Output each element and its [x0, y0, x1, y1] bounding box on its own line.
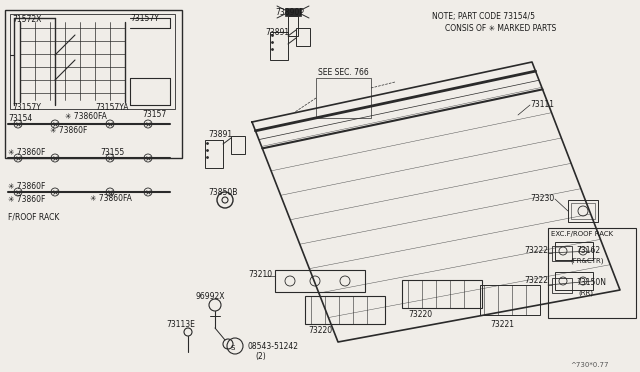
- Bar: [296, 28, 310, 46]
- Text: 73220: 73220: [308, 326, 332, 335]
- Bar: [555, 272, 593, 290]
- Text: 73230: 73230: [531, 194, 555, 203]
- Text: SEE SEC. 766: SEE SEC. 766: [318, 68, 369, 77]
- Bar: [275, 270, 365, 292]
- Bar: [480, 285, 540, 315]
- Bar: [316, 78, 371, 118]
- Text: 73890P: 73890P: [275, 8, 304, 17]
- Bar: [5, 10, 182, 158]
- Bar: [568, 200, 598, 222]
- Text: 73210: 73210: [248, 270, 272, 279]
- Text: 73150N: 73150N: [576, 278, 606, 287]
- Text: 73891: 73891: [265, 28, 289, 37]
- Text: 73222: 73222: [524, 276, 548, 285]
- Text: 73157Y: 73157Y: [12, 103, 41, 112]
- Text: ✳ 73860FA: ✳ 73860FA: [65, 112, 107, 121]
- Text: ^730*0.77: ^730*0.77: [570, 362, 609, 368]
- Bar: [552, 246, 572, 261]
- Text: ✳ 73860F: ✳ 73860F: [8, 148, 45, 157]
- Bar: [10, 14, 175, 109]
- Text: 73891: 73891: [208, 130, 232, 139]
- Text: EXC.F/ROOF RACK: EXC.F/ROOF RACK: [551, 231, 613, 237]
- Text: 73155: 73155: [100, 148, 124, 157]
- Text: (FR&CTR): (FR&CTR): [570, 258, 604, 264]
- Text: 73220: 73220: [408, 310, 432, 319]
- Text: 08543-51242: 08543-51242: [247, 342, 298, 351]
- Text: S: S: [231, 345, 235, 351]
- Text: 73113E: 73113E: [166, 320, 195, 329]
- Text: 73222: 73222: [524, 246, 548, 255]
- Text: (RR): (RR): [578, 290, 593, 296]
- Bar: [285, 8, 301, 16]
- Text: 73221: 73221: [490, 320, 514, 329]
- Text: 73162: 73162: [576, 246, 600, 255]
- Text: NOTE; PART CODE 73154/5: NOTE; PART CODE 73154/5: [432, 12, 535, 21]
- Text: 73157: 73157: [142, 110, 166, 119]
- Text: 73154: 73154: [8, 114, 32, 123]
- Bar: [555, 242, 593, 260]
- Text: ✳ 73860F: ✳ 73860F: [50, 126, 88, 135]
- Text: 73157YA: 73157YA: [95, 103, 129, 112]
- Text: 73111: 73111: [530, 100, 554, 109]
- Bar: [305, 296, 385, 324]
- Text: ✳ 73860FA: ✳ 73860FA: [90, 194, 132, 203]
- Text: 71572X: 71572X: [12, 15, 42, 24]
- Text: 73157Y: 73157Y: [130, 14, 159, 23]
- Text: (2): (2): [255, 352, 266, 361]
- Bar: [571, 203, 595, 219]
- Text: ✳ 73860F: ✳ 73860F: [8, 182, 45, 191]
- Text: 73850B: 73850B: [208, 188, 237, 197]
- Bar: [231, 136, 245, 154]
- Bar: [205, 140, 223, 168]
- Bar: [552, 278, 572, 293]
- Text: CONSIS OF ✳ MARKED PARTS: CONSIS OF ✳ MARKED PARTS: [445, 24, 556, 33]
- Bar: [402, 280, 482, 308]
- Text: 96992X: 96992X: [195, 292, 225, 301]
- Bar: [548, 228, 636, 318]
- Bar: [270, 32, 288, 60]
- Text: ✳ 73860F: ✳ 73860F: [8, 195, 45, 204]
- Text: F/ROOF RACK: F/ROOF RACK: [8, 212, 60, 221]
- Bar: [288, 16, 298, 36]
